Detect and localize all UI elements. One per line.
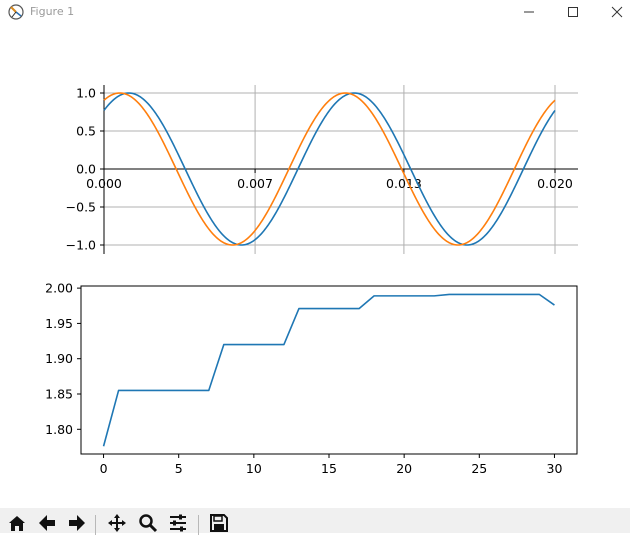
window-title: Figure 1: [30, 5, 75, 18]
chart1-series-1-line: [103, 92, 556, 246]
chart2-x-tick-label: 25: [471, 461, 487, 476]
maximize-icon: [568, 7, 578, 17]
chart1-x-tick-label: 0.007: [237, 176, 273, 191]
chart2-x-tick-label: 5: [175, 461, 183, 476]
save-button[interactable]: [207, 511, 231, 535]
forward-button[interactable]: [65, 511, 89, 535]
close-icon: [611, 6, 623, 18]
toolbar-separator: [198, 515, 199, 535]
chart1-y-tick-label: −0.5: [66, 200, 96, 215]
chart1-series-2-line: [103, 92, 556, 246]
chart2-frame: [80, 285, 578, 455]
chart2-x-tick-label: 0: [100, 461, 108, 476]
chart1-x-tick-label: 0.020: [537, 176, 573, 191]
home-button[interactable]: [5, 511, 29, 535]
matplotlib-app-icon: [8, 4, 24, 20]
pan-button[interactable]: [105, 511, 129, 535]
chart1-y-tick-label: 1.0: [76, 86, 96, 101]
forward-arrow-icon: [69, 515, 85, 531]
chart1-y-tick-label: 0.0: [76, 162, 96, 177]
chart2-x-tick-label: 20: [396, 461, 412, 476]
zoom-icon: [139, 514, 158, 533]
chart2-y-tick-label: 1.95: [45, 316, 73, 331]
chart2-x-tick-label: 15: [321, 461, 337, 476]
chart2-series-1-line: [102, 293, 555, 447]
configure-subplots-button[interactable]: [166, 511, 190, 535]
zoom-button[interactable]: [136, 511, 160, 535]
chart2-y-tick-label: 2.00: [45, 281, 73, 296]
back-arrow-icon: [39, 515, 55, 531]
chart1-y-tick-label: −1.0: [66, 238, 96, 253]
figure-svg: 1.0 0.5 0.0 −0.5 −1.0 0.000 0.007 0.013 0.020 2.0…: [45, 85, 578, 476]
figure-canvas[interactable]: 1.0 0.5 0.0 −0.5 −1.0 0.000 0.007 0.013 0.020 2.0…: [0, 24, 630, 508]
title-bar[interactable]: Figure 1: [0, 0, 630, 24]
chart2-y-tick-label: 1.90: [45, 351, 73, 366]
chart1-x-tick-label: 0.013: [386, 176, 422, 191]
chart2-x-tick-label: 30: [547, 461, 563, 476]
home-icon: [9, 516, 25, 531]
chart2-x-tick-label: 10: [246, 461, 262, 476]
toolbar-separator: [95, 515, 96, 535]
chart1-y-tick-label: 0.5: [76, 124, 96, 139]
chart2-y-tick-label: 1.85: [45, 387, 73, 402]
back-button[interactable]: [35, 511, 59, 535]
minimize-icon: [524, 11, 534, 13]
chart1-x-tick-label: 0.000: [86, 176, 122, 191]
chart2-y-tick-label: 1.80: [45, 422, 73, 437]
maximize-button[interactable]: [550, 0, 596, 24]
pan-icon: [108, 514, 126, 532]
minimize-button[interactable]: [506, 0, 552, 24]
configure-subplots-icon: [170, 514, 186, 532]
close-button[interactable]: [594, 0, 630, 24]
navigation-toolbar: [0, 508, 630, 535]
save-icon: [210, 514, 228, 532]
